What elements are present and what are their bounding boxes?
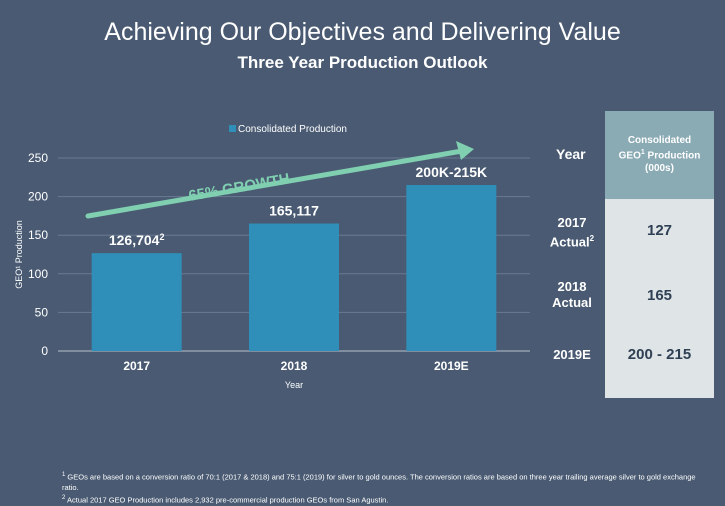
bar-value-label: 200K-215K — [416, 164, 488, 180]
slide-title: Achieving Our Objectives and Delivering … — [104, 18, 621, 46]
bar — [91, 253, 182, 351]
x-tick-label: 2019E — [434, 359, 469, 373]
y-tick-label: 50 — [35, 305, 49, 319]
y-axis-label: GEO¹ Production — [14, 220, 24, 289]
column-header-line-2: GEO1 Production — [618, 149, 701, 162]
x-tick-label: 2017 — [123, 359, 150, 373]
x-tick-label: 2018 — [281, 359, 308, 373]
slide-subtitle: Three Year Production Outlook — [237, 53, 488, 72]
growth-arrow — [85, 148, 465, 219]
column-header-line-1: Consolidated — [627, 135, 692, 147]
growth-annotation: 65% GROWTH — [187, 170, 291, 205]
footnotes: 1 GEOs are based on a conversion ratio o… — [62, 470, 712, 505]
table-row-value-2017: 127 — [646, 222, 673, 239]
y-tick-label: 200 — [28, 190, 48, 204]
table-row-year-2019e: 2019E — [553, 347, 591, 362]
bar — [249, 223, 339, 351]
bar-value-label: 126,7042 — [109, 232, 165, 248]
y-tick-label: 100 — [28, 267, 48, 281]
legend-swatch — [229, 125, 236, 132]
column-header-line-3: (000s) — [645, 162, 674, 174]
legend-label: Consolidated Production — [238, 124, 347, 135]
table-row-year-2018: 2018 Actual — [552, 279, 592, 310]
production-table: Consolidated GEO1 Production (000s) — [605, 111, 714, 398]
y-tick-label: 150 — [28, 228, 48, 242]
table-row-value-2019e: 200 - 215 — [627, 346, 692, 363]
table-year-header: Year — [556, 146, 586, 162]
table-row-year-2017: 2017 Actual2 — [549, 215, 595, 250]
table-column-header: Consolidated GEO1 Production (000s) — [605, 111, 714, 199]
x-axis-label: Year — [285, 380, 303, 390]
bar — [406, 185, 497, 351]
footnote-2: 2 Actual 2017 GEO Production includes 2,… — [62, 494, 389, 505]
table-row-value-2018: 165 — [646, 287, 673, 304]
footnote-1: 1 GEOs are based on a conversion ratio o… — [62, 472, 696, 492]
growth-arrow-head — [456, 141, 474, 160]
bar-value-label: 165,117 — [269, 203, 319, 219]
y-tick-label: 0 — [41, 344, 48, 358]
y-tick-label: 250 — [28, 151, 48, 165]
